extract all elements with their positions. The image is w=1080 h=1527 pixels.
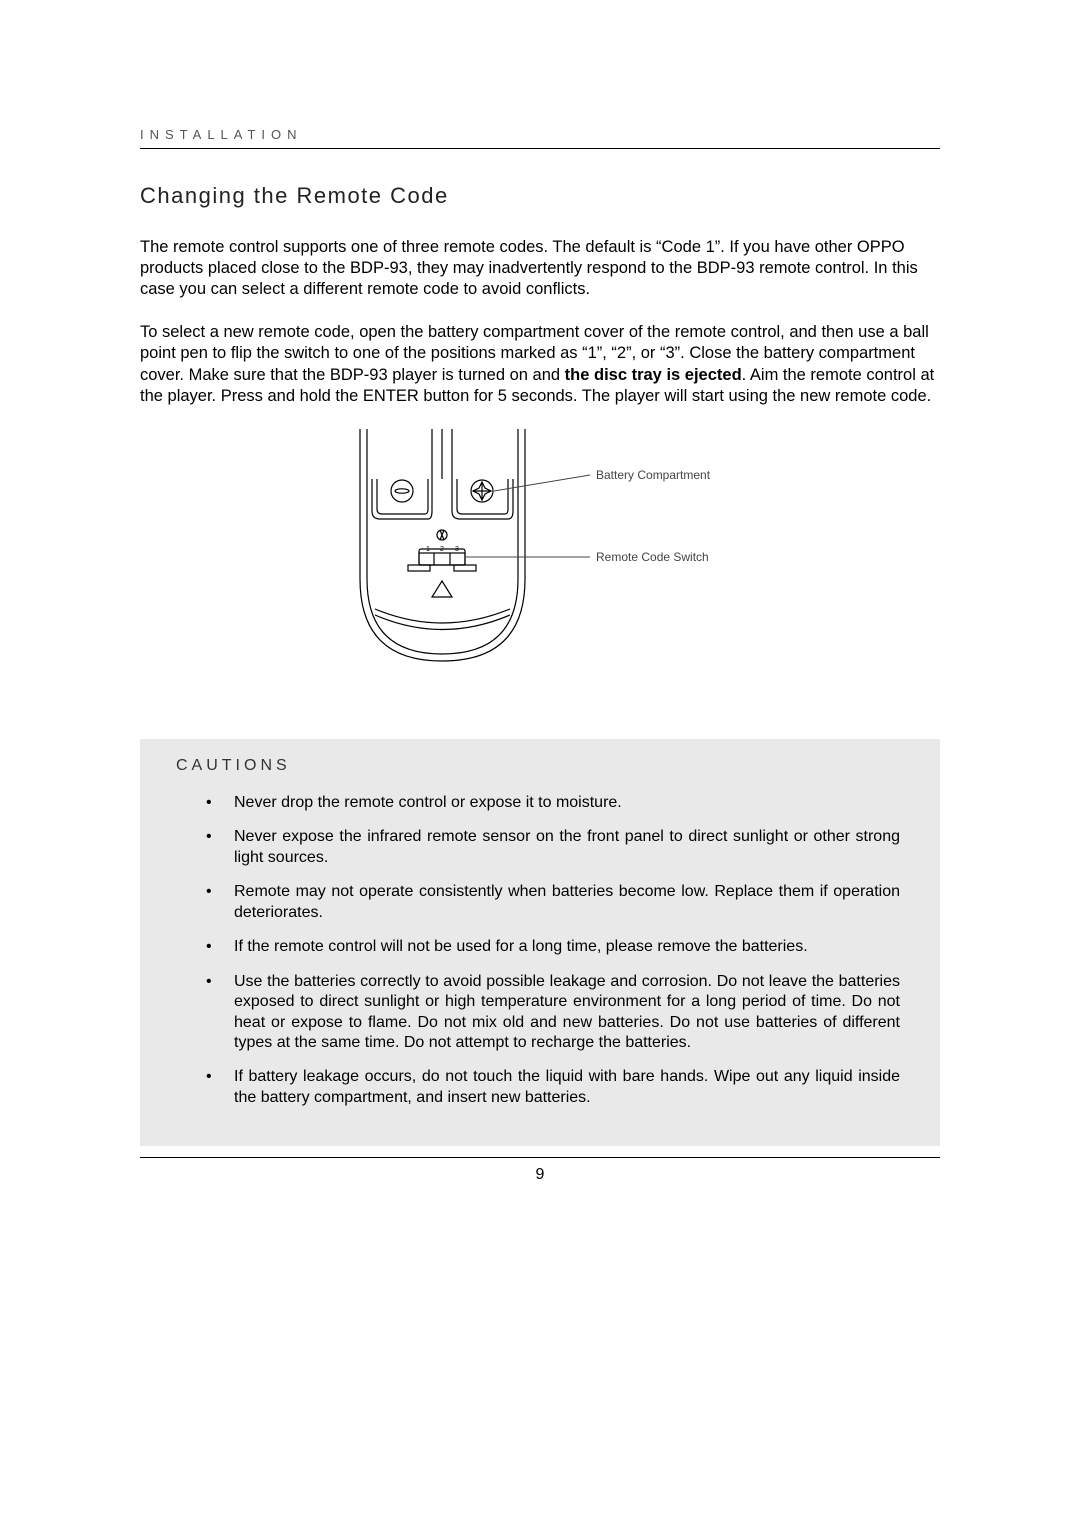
caution-item: If battery leakage occurs, do not touch …: [234, 1067, 904, 1108]
caution-item: Use the batteries correctly to avoid pos…: [234, 972, 904, 1054]
cautions-list: Never drop the remote control or expose …: [176, 793, 904, 1109]
cautions-box: CAUTIONS Never drop the remote control o…: [140, 739, 940, 1147]
page-number: 9: [140, 1166, 940, 1184]
cautions-heading: CAUTIONS: [176, 757, 904, 775]
footer-rule: [140, 1157, 940, 1158]
switch-num-2: 2: [440, 546, 444, 553]
page-content: INSTALLATION Changing the Remote Code Th…: [140, 127, 940, 1146]
battery-compartment-label: Battery Compartment: [596, 468, 711, 482]
remote-code-switch-label: Remote Code Switch: [596, 550, 709, 564]
remote-diagram-svg: 1 2 3 Battery Compartment Remote Code Sw…: [280, 429, 800, 679]
section-title: Changing the Remote Code: [140, 183, 940, 209]
header-section-label: INSTALLATION: [140, 127, 940, 148]
caution-item: Never drop the remote control or expose …: [234, 793, 904, 813]
switch-num-1: 1: [426, 546, 430, 553]
remote-diagram: 1 2 3 Battery Compartment Remote Code Sw…: [140, 429, 940, 679]
caution-item: Remote may not operate consistently when…: [234, 882, 904, 923]
paragraph-1: The remote control supports one of three…: [140, 237, 940, 300]
caution-item: Never expose the infrared remote sensor …: [234, 827, 904, 868]
page-footer: 9: [140, 1157, 940, 1184]
paragraph-2-bold: the disc tray is ejected: [565, 366, 742, 384]
header-rule: [140, 148, 940, 149]
caution-item: If the remote control will not be used f…: [234, 937, 904, 957]
paragraph-2: To select a new remote code, open the ba…: [140, 322, 940, 406]
switch-num-3: 3: [455, 546, 459, 553]
